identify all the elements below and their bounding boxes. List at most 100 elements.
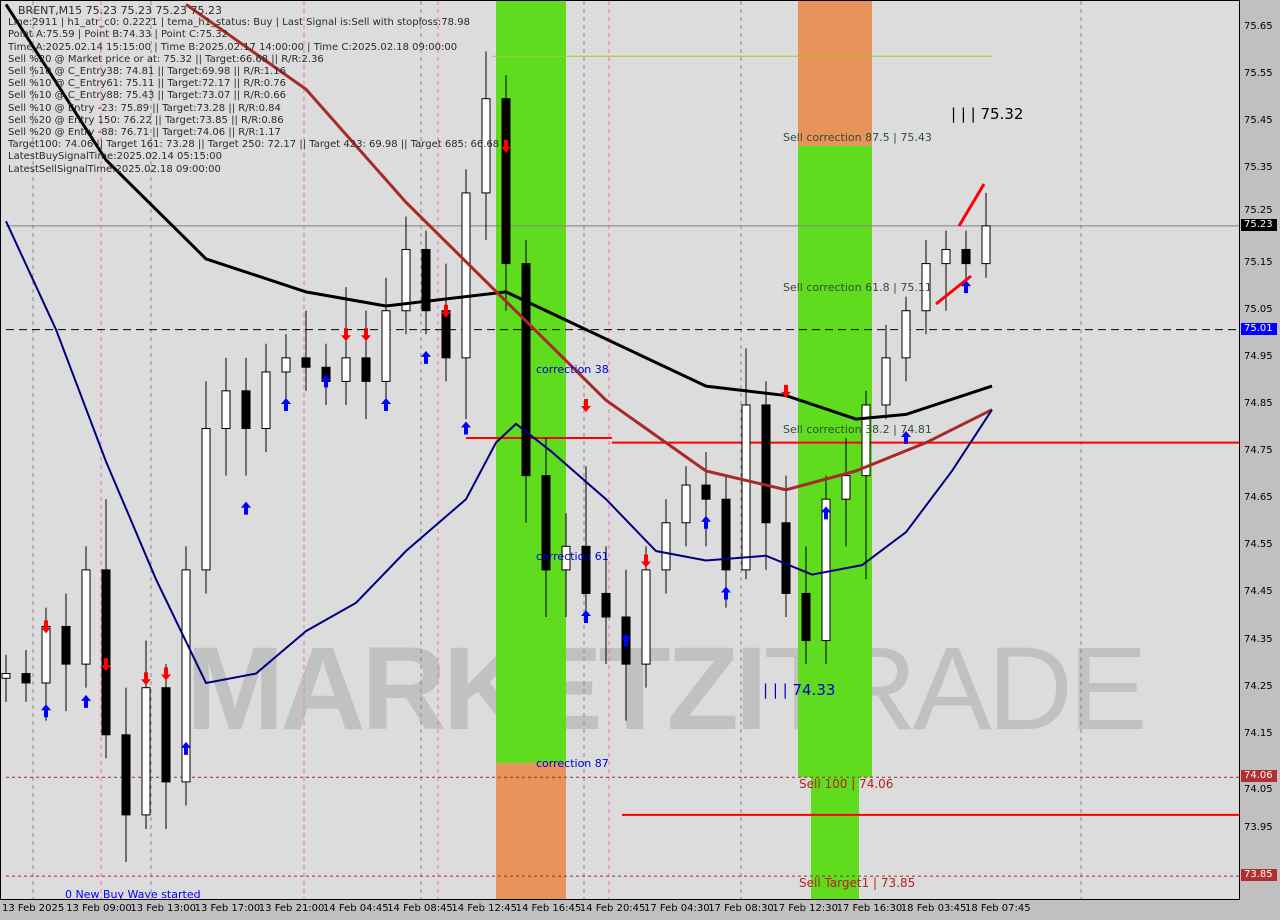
sell-arrow-icon [581, 398, 591, 412]
candle-body [41, 625, 51, 684]
candle-body [601, 592, 611, 618]
annotation-point-b: | | | 74.33 [763, 681, 836, 699]
time-tick-label: 13 Feb 17:00 [194, 903, 261, 914]
price-tick-label: 75.35 [1244, 162, 1273, 174]
orange-zone [496, 763, 566, 899]
candle-body [201, 428, 211, 571]
buy-arrow-icon [381, 397, 391, 411]
price-tick-label: 74.25 [1244, 680, 1273, 692]
price-tick-label: 75.45 [1244, 115, 1273, 127]
info-line: Line:2911 | h1_atr_c0: 0.2221 | tema_h1_… [8, 17, 470, 29]
time-tick-label: 14 Feb 16:45 [515, 903, 582, 914]
green-zone-narrow [811, 777, 859, 899]
candle-body [881, 357, 891, 406]
annotation-correction-38: correction 38 [536, 363, 609, 376]
chart-title: BRENT,M15 75.23 75.23 75.23 75.23 [18, 4, 223, 17]
candle-body [841, 475, 851, 500]
candle-body [801, 592, 811, 642]
sell-arrow-icon [161, 667, 171, 681]
channel-line-upper [957, 183, 986, 227]
candle-body [1, 673, 11, 679]
time-tick-label: 13 Feb 09:00 [66, 903, 132, 914]
price-tag: 74.06 [1241, 770, 1277, 783]
candle-body [901, 310, 911, 359]
buy-arrow-icon [461, 421, 471, 435]
annotation-sell-correction-87: Sell correction 87.5 | 75.43 [783, 131, 932, 144]
candle-body [261, 371, 271, 430]
info-line: Sell %10 @ C_Entry38: 74.81 || Target:69… [8, 66, 287, 78]
candle-body [921, 263, 931, 312]
price-tick-label: 74.45 [1244, 586, 1273, 598]
candle-body [821, 498, 831, 642]
candle-body [401, 248, 411, 312]
chart-plot-area[interactable]: MARKETZITRADE BRENT,M15 75.23 75.23 75.2… [0, 0, 1240, 900]
time-tick-label: 17 Feb 16:30 [836, 903, 903, 914]
buy-arrow-icon [821, 506, 831, 520]
candle-body [61, 625, 71, 665]
candle-body [161, 687, 171, 783]
time-tick-label: 17 Feb 08:30 [708, 903, 774, 914]
orange-zone [798, 1, 872, 146]
candle-body [461, 192, 471, 359]
price-tick-label: 75.15 [1244, 256, 1273, 268]
info-line: LatestSellSignalTime:2025.02.18 09:00:00 [8, 163, 221, 175]
price-tick-label: 74.15 [1244, 727, 1273, 739]
time-tick-label: 14 Feb 20:45 [579, 903, 646, 914]
time-tick-label: 13 Feb 13:00 [130, 903, 196, 914]
candle-body [181, 569, 191, 783]
channel-line-lower [935, 274, 972, 306]
time-tick-label: 13 Feb 21:00 [258, 903, 325, 914]
price-tick-label: 74.85 [1244, 397, 1273, 409]
info-line: Sell %20 @ Market price or at: 75.32 || … [8, 53, 324, 65]
candle-body [21, 673, 31, 684]
annotation-sell-correction-38: Sell correction 38.2 | 74.81 [783, 423, 932, 436]
candle-body [661, 522, 671, 571]
time-tick-label: 14 Feb 12:45 [451, 903, 517, 914]
sell-arrow-icon [781, 384, 791, 398]
annotation-new-buy-wave: 0 New Buy Wave started [65, 888, 201, 900]
price-tick-label: 73.95 [1244, 822, 1273, 834]
time-tick-label: 18 Feb 07:45 [965, 903, 1031, 914]
candle-body [641, 569, 651, 665]
buy-arrow-icon [41, 704, 51, 718]
buy-arrow-icon [721, 586, 731, 600]
moving-average-line [4, 3, 993, 421]
candle-body [421, 248, 431, 312]
candle-body [861, 404, 871, 477]
info-line: Target100: 74.06 || Target 161: 73.28 ||… [8, 139, 500, 151]
candle-body [561, 545, 571, 571]
green-zone [798, 145, 872, 778]
buy-arrow-icon [621, 633, 631, 647]
candle-body [541, 475, 551, 571]
candle-body [941, 248, 951, 265]
annotation-correction-61: correction 61 [536, 550, 609, 563]
time-tick-label: 17 Feb 12:30 [772, 903, 838, 914]
time-tick-label: 14 Feb 04:45 [323, 903, 389, 914]
price-tick-label: 74.05 [1244, 784, 1273, 796]
buy-arrow-icon [901, 430, 911, 444]
candle-body [781, 522, 791, 594]
sell-arrow-icon [501, 139, 511, 153]
annotation-point-c: | | | 75.32 [951, 105, 1024, 123]
price-tick-label: 74.65 [1244, 492, 1273, 504]
candle-body [481, 98, 491, 194]
sell-arrow-icon [101, 658, 111, 672]
candle-body [701, 484, 711, 500]
info-panel: BRENT,M15 75.23 75.23 75.23 75.23 Line:2… [8, 4, 500, 176]
candle-body [361, 357, 371, 382]
candle-body [381, 310, 391, 382]
info-line: Sell %10 @ C_Entry61: 75.11 || Target:72… [8, 78, 287, 90]
annotation-correction-87: correction 87 [536, 757, 609, 770]
sell-arrow-icon [341, 328, 351, 342]
buy-arrow-icon [181, 741, 191, 755]
info-line: LatestBuySignalTime:2025.02.14 05:15:00 [8, 151, 222, 163]
candle-body [101, 569, 111, 736]
moving-average-line [185, 3, 993, 492]
price-tick-label: 75.05 [1244, 303, 1273, 315]
price-tick-label: 75.65 [1244, 21, 1273, 32]
sell-arrow-icon [441, 304, 451, 318]
price-tag: 75.23 [1241, 218, 1277, 231]
buy-arrow-icon [701, 515, 711, 529]
info-line: Sell %10 @ Entry -23: 75.89 || Target:73… [8, 102, 281, 114]
candle-body [761, 404, 771, 524]
